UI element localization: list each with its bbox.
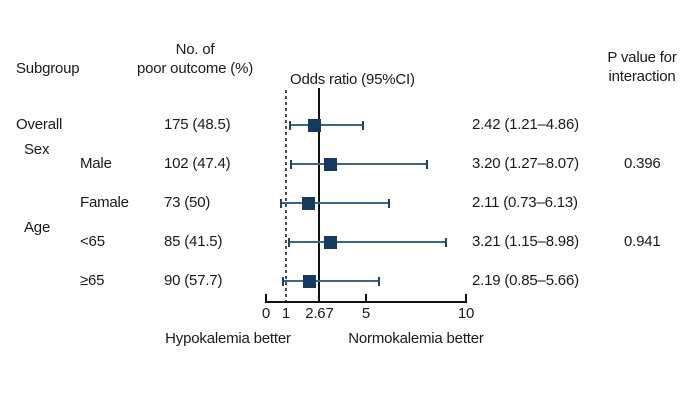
x-axis-tick-label: 2.67 (305, 305, 334, 322)
left-direction-label: Hypokalemia better (165, 330, 291, 347)
or-point-marker (323, 235, 337, 249)
x-axis-tick-mark (465, 294, 467, 301)
ci-cap-high (378, 276, 381, 286)
ci-cap-high (444, 237, 447, 247)
row-p-interaction: 0.396 (624, 155, 661, 172)
row-or-ci-text: 3.20 (1.27–8.07) (472, 155, 579, 172)
x-axis-tick-label: 0 (261, 305, 271, 322)
overall-estimate-line (318, 88, 320, 302)
row-p-interaction: 0.941 (624, 233, 661, 250)
row-subgroup-label: Overall (16, 116, 63, 133)
ci-cap-high (362, 120, 365, 130)
x-axis-tick-label: 5 (361, 305, 371, 322)
ci-cap-low (289, 120, 292, 130)
x-axis-tick-mark (265, 294, 267, 301)
ci-cap-low (288, 237, 290, 247)
ci-whisker (289, 241, 446, 243)
odds-ratio-column-header: Odds ratio (95%CI) (290, 71, 415, 88)
subgroup-column-header: Subgroup (16, 60, 80, 77)
or-point-marker (303, 274, 317, 288)
row-or-ci-text: 3.21 (1.15–8.98) (472, 233, 579, 250)
ci-whisker (283, 280, 380, 282)
ci-cap-high (387, 198, 390, 208)
outcome-header-line1: No. of (175, 41, 215, 58)
ci-cap-high (426, 159, 429, 169)
x-axis-tick-mark (365, 294, 367, 301)
ci-cap-low (279, 198, 282, 208)
row-subgroup-label: Male (80, 155, 112, 172)
row-outcome-count: 85 (41.5) (164, 233, 223, 250)
row-or-ci-text: 2.42 (1.21–4.86) (472, 116, 579, 133)
x-axis-tick-label: 1 (281, 305, 291, 322)
row-or-ci-text: 2.19 (0.85–5.66) (472, 272, 579, 289)
ci-whisker (290, 124, 364, 126)
ci-whisker (291, 163, 428, 165)
ci-cap-low (290, 159, 293, 169)
or-point-marker (301, 196, 315, 210)
pvalue-header-line1: P value for (607, 49, 677, 66)
row-subgroup-label: ≥65 (80, 272, 105, 289)
right-direction-label: Normokalemia better (348, 330, 484, 347)
row-or-ci-text: 2.11 (0.73–6.13) (472, 194, 578, 211)
outcome-header-line2: poor outcome (%) (136, 60, 254, 77)
null-reference-line-dashed (285, 90, 287, 302)
row-group-label: Sex (24, 141, 50, 158)
or-point-marker (323, 157, 337, 171)
pvalue-header-line2: interaction (608, 68, 676, 85)
row-outcome-count: 73 (50) (164, 194, 211, 211)
x-axis-tick-label: 10 (457, 305, 475, 322)
row-group-label: Age (24, 219, 51, 236)
row-outcome-count: 102 (47.4) (164, 155, 231, 172)
row-subgroup-label: Famale (80, 194, 129, 211)
row-subgroup-label: <65 (80, 233, 105, 250)
x-axis-line (265, 301, 467, 303)
pvalue-column-header: P value for interaction (598, 48, 686, 86)
ci-cap-low (282, 276, 284, 286)
row-outcome-count: 175 (48.5) (164, 116, 231, 133)
row-outcome-count: 90 (57.7) (164, 272, 223, 289)
or-point-marker (307, 118, 321, 132)
ci-whisker (280, 202, 389, 204)
outcome-column-header: No. of poor outcome (%) (110, 40, 280, 78)
